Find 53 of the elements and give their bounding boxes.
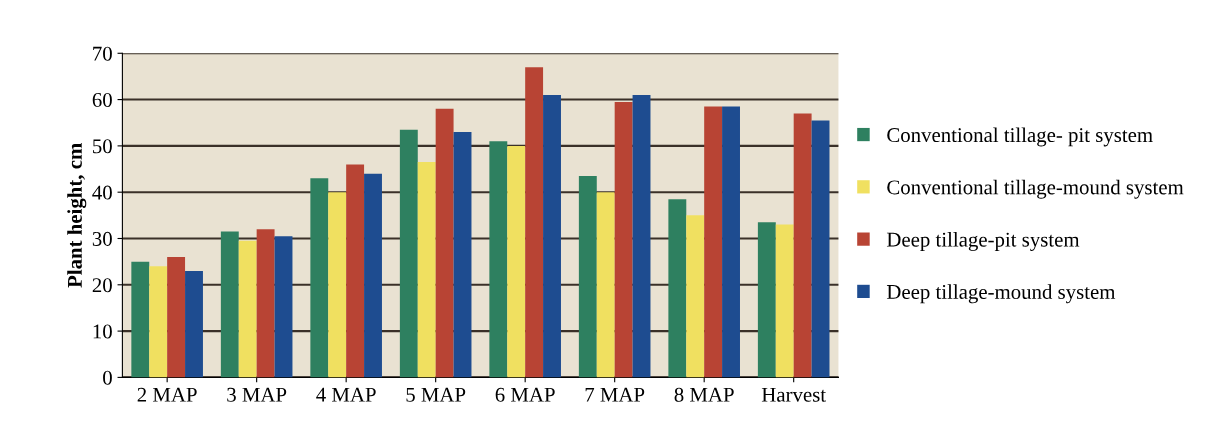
bar [632,94,651,378]
x-tick-label: 3 MAP [227,387,287,402]
bar [453,131,472,378]
bar [775,224,794,378]
y-tick-label: 10 [93,324,112,339]
bar [256,229,275,378]
bar [757,222,776,378]
bar [722,106,740,378]
legend-label: Conventional tillage- pit system [887,127,1153,147]
bar [686,215,705,378]
y-axis-title: Plant height, cm [67,143,87,288]
y-tick-label: 20 [92,278,112,293]
bar [131,261,150,378]
x-tick-label: Harvest [761,387,826,402]
bar [543,94,561,378]
bar [507,145,526,378]
x-tick-label: 2 MAP [137,387,197,402]
y-tick-label: 40 [92,185,112,200]
bar [220,231,239,378]
bar [167,257,186,378]
x-tick-label: 5 MAP [406,387,466,402]
bar [149,266,168,378]
y-tick-label: 70 [93,46,112,61]
bar [364,173,382,378]
bar [399,129,418,378]
y-tick-label: 30 [92,231,112,246]
x-tick-label: 6 MAP [495,387,555,402]
legend-label: Deep tillage-mound system [886,284,1116,304]
bar [793,113,812,378]
bar [811,120,830,378]
x-tick-label: 7 MAP [585,387,645,402]
bar [596,192,615,378]
bar [489,141,508,378]
bar [578,175,597,378]
bar [614,101,633,378]
y-tick-label: 60 [92,92,112,108]
bar [328,192,347,378]
y-tick-label: 50 [93,139,112,154]
bar [704,106,723,378]
legend-label: Deep tillage-pit system [886,232,1080,251]
legend-label: Conventional tillage-mound system [887,179,1184,199]
bar [274,236,293,378]
y-tick-label: 0 [103,370,112,385]
bar [435,108,454,378]
bar [525,67,544,378]
bar [417,162,436,378]
bar [238,240,257,378]
bar [668,199,687,378]
bar [185,270,203,378]
bar [310,178,329,378]
bar [346,164,365,378]
x-tick-label: 8 MAP [674,387,734,402]
x-tick-label: 4 MAP [316,387,376,402]
